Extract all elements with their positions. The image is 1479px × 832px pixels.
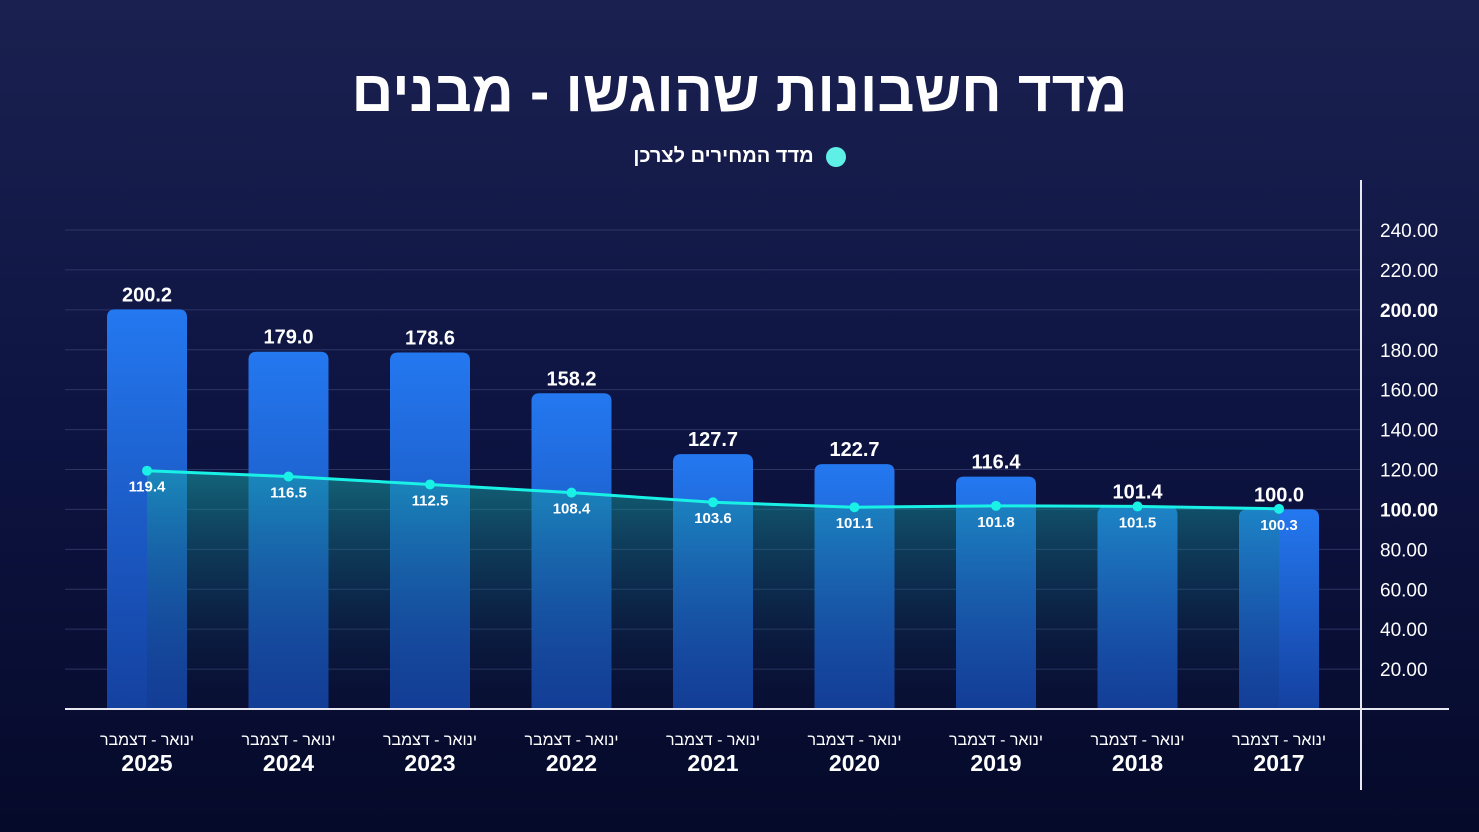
cpi-value-label: 119.4 bbox=[129, 479, 166, 496]
cpi-value-label: 101.5 bbox=[1119, 514, 1157, 531]
bar-value-label: 158.2 bbox=[546, 368, 596, 390]
y-tick-label: 160.00 bbox=[1380, 381, 1438, 402]
y-tick-label: 220.00 bbox=[1380, 261, 1438, 282]
bar-value-label: 179.0 bbox=[263, 327, 313, 349]
x-period-label: ינואר - דצמבר bbox=[949, 732, 1043, 749]
cpi-value-label: 100.3 bbox=[1260, 517, 1298, 534]
cpi-point bbox=[283, 471, 294, 482]
cpi-point bbox=[849, 502, 860, 513]
bar-value-label: 200.2 bbox=[122, 284, 172, 306]
x-period-label: ינואר - דצמבר bbox=[100, 732, 194, 749]
x-period-label: ינואר - דצמבר bbox=[807, 732, 901, 749]
legend-marker-cpi bbox=[825, 146, 846, 167]
bar-value-label: 122.7 bbox=[829, 439, 879, 461]
cpi-value-label: 112.5 bbox=[412, 492, 449, 509]
x-year-label: 2025 bbox=[121, 750, 172, 776]
y-tick-label: 120.00 bbox=[1380, 461, 1438, 482]
cpi-point bbox=[1132, 501, 1143, 512]
x-period-label: ינואר - דצמבר bbox=[383, 732, 477, 749]
x-period-label: ינואר - דצמבר bbox=[666, 732, 760, 749]
x-period-label: ינואר - דצמבר bbox=[241, 732, 335, 749]
y-tick-label: 80.00 bbox=[1380, 540, 1428, 561]
x-year-label: 2023 bbox=[404, 750, 455, 776]
x-year-label: 2018 bbox=[1112, 750, 1163, 776]
y-tick-label: 40.00 bbox=[1380, 620, 1428, 641]
bar-value-label: 101.4 bbox=[1112, 482, 1163, 504]
cpi-area bbox=[147, 470, 1279, 709]
cpi-point bbox=[1274, 503, 1284, 514]
x-period-label: ינואר - דצמבר bbox=[1232, 732, 1326, 749]
x-year-label: 2017 bbox=[1253, 750, 1304, 776]
cpi-value-label: 101.8 bbox=[977, 514, 1015, 531]
bar-value-label: 116.4 bbox=[972, 452, 1022, 474]
cpi-point bbox=[566, 487, 577, 498]
bar-value-label: 127.7 bbox=[688, 429, 738, 451]
y-tick-label: 20.00 bbox=[1380, 660, 1428, 681]
x-year-label: 2022 bbox=[546, 750, 597, 776]
x-period-label: ינואר - דצמבר bbox=[1090, 732, 1184, 749]
y-tick-label: 200.00 bbox=[1380, 301, 1438, 322]
y-tick-label: 240.00 bbox=[1380, 221, 1438, 242]
y-tick-label: 140.00 bbox=[1380, 421, 1438, 442]
x-year-label: 2024 bbox=[263, 750, 314, 776]
cpi-point bbox=[991, 500, 1001, 511]
cpi-value-label: 108.4 bbox=[553, 501, 591, 518]
y-tick-label: 60.00 bbox=[1380, 580, 1428, 601]
bar-value-label: 100.0 bbox=[1254, 484, 1304, 506]
chart-title: מדד חשבונות שהוגשו - מבנים bbox=[351, 59, 1128, 124]
cpi-point bbox=[708, 497, 718, 508]
cpi-point bbox=[425, 479, 435, 490]
cpi-value-label: 101.1 bbox=[836, 515, 874, 532]
cpi-value-label: 116.5 bbox=[270, 484, 307, 501]
y-tick-label: 100.00 bbox=[1380, 500, 1438, 521]
x-period-label: ינואר - דצמבר bbox=[524, 732, 618, 749]
legend: מדד המחירים לצרכן bbox=[0, 145, 1479, 168]
cpi-point bbox=[142, 465, 152, 476]
bar-value-label: 178.6 bbox=[405, 328, 455, 350]
y-tick-label: 180.00 bbox=[1380, 341, 1438, 362]
x-year-label: 2020 bbox=[829, 750, 880, 776]
x-year-label: 2021 bbox=[687, 750, 738, 776]
legend-label-cpi: מדד המחירים לצרכן bbox=[633, 145, 814, 167]
cpi-value-label: 103.6 bbox=[694, 510, 732, 527]
x-year-label: 2019 bbox=[970, 750, 1021, 776]
